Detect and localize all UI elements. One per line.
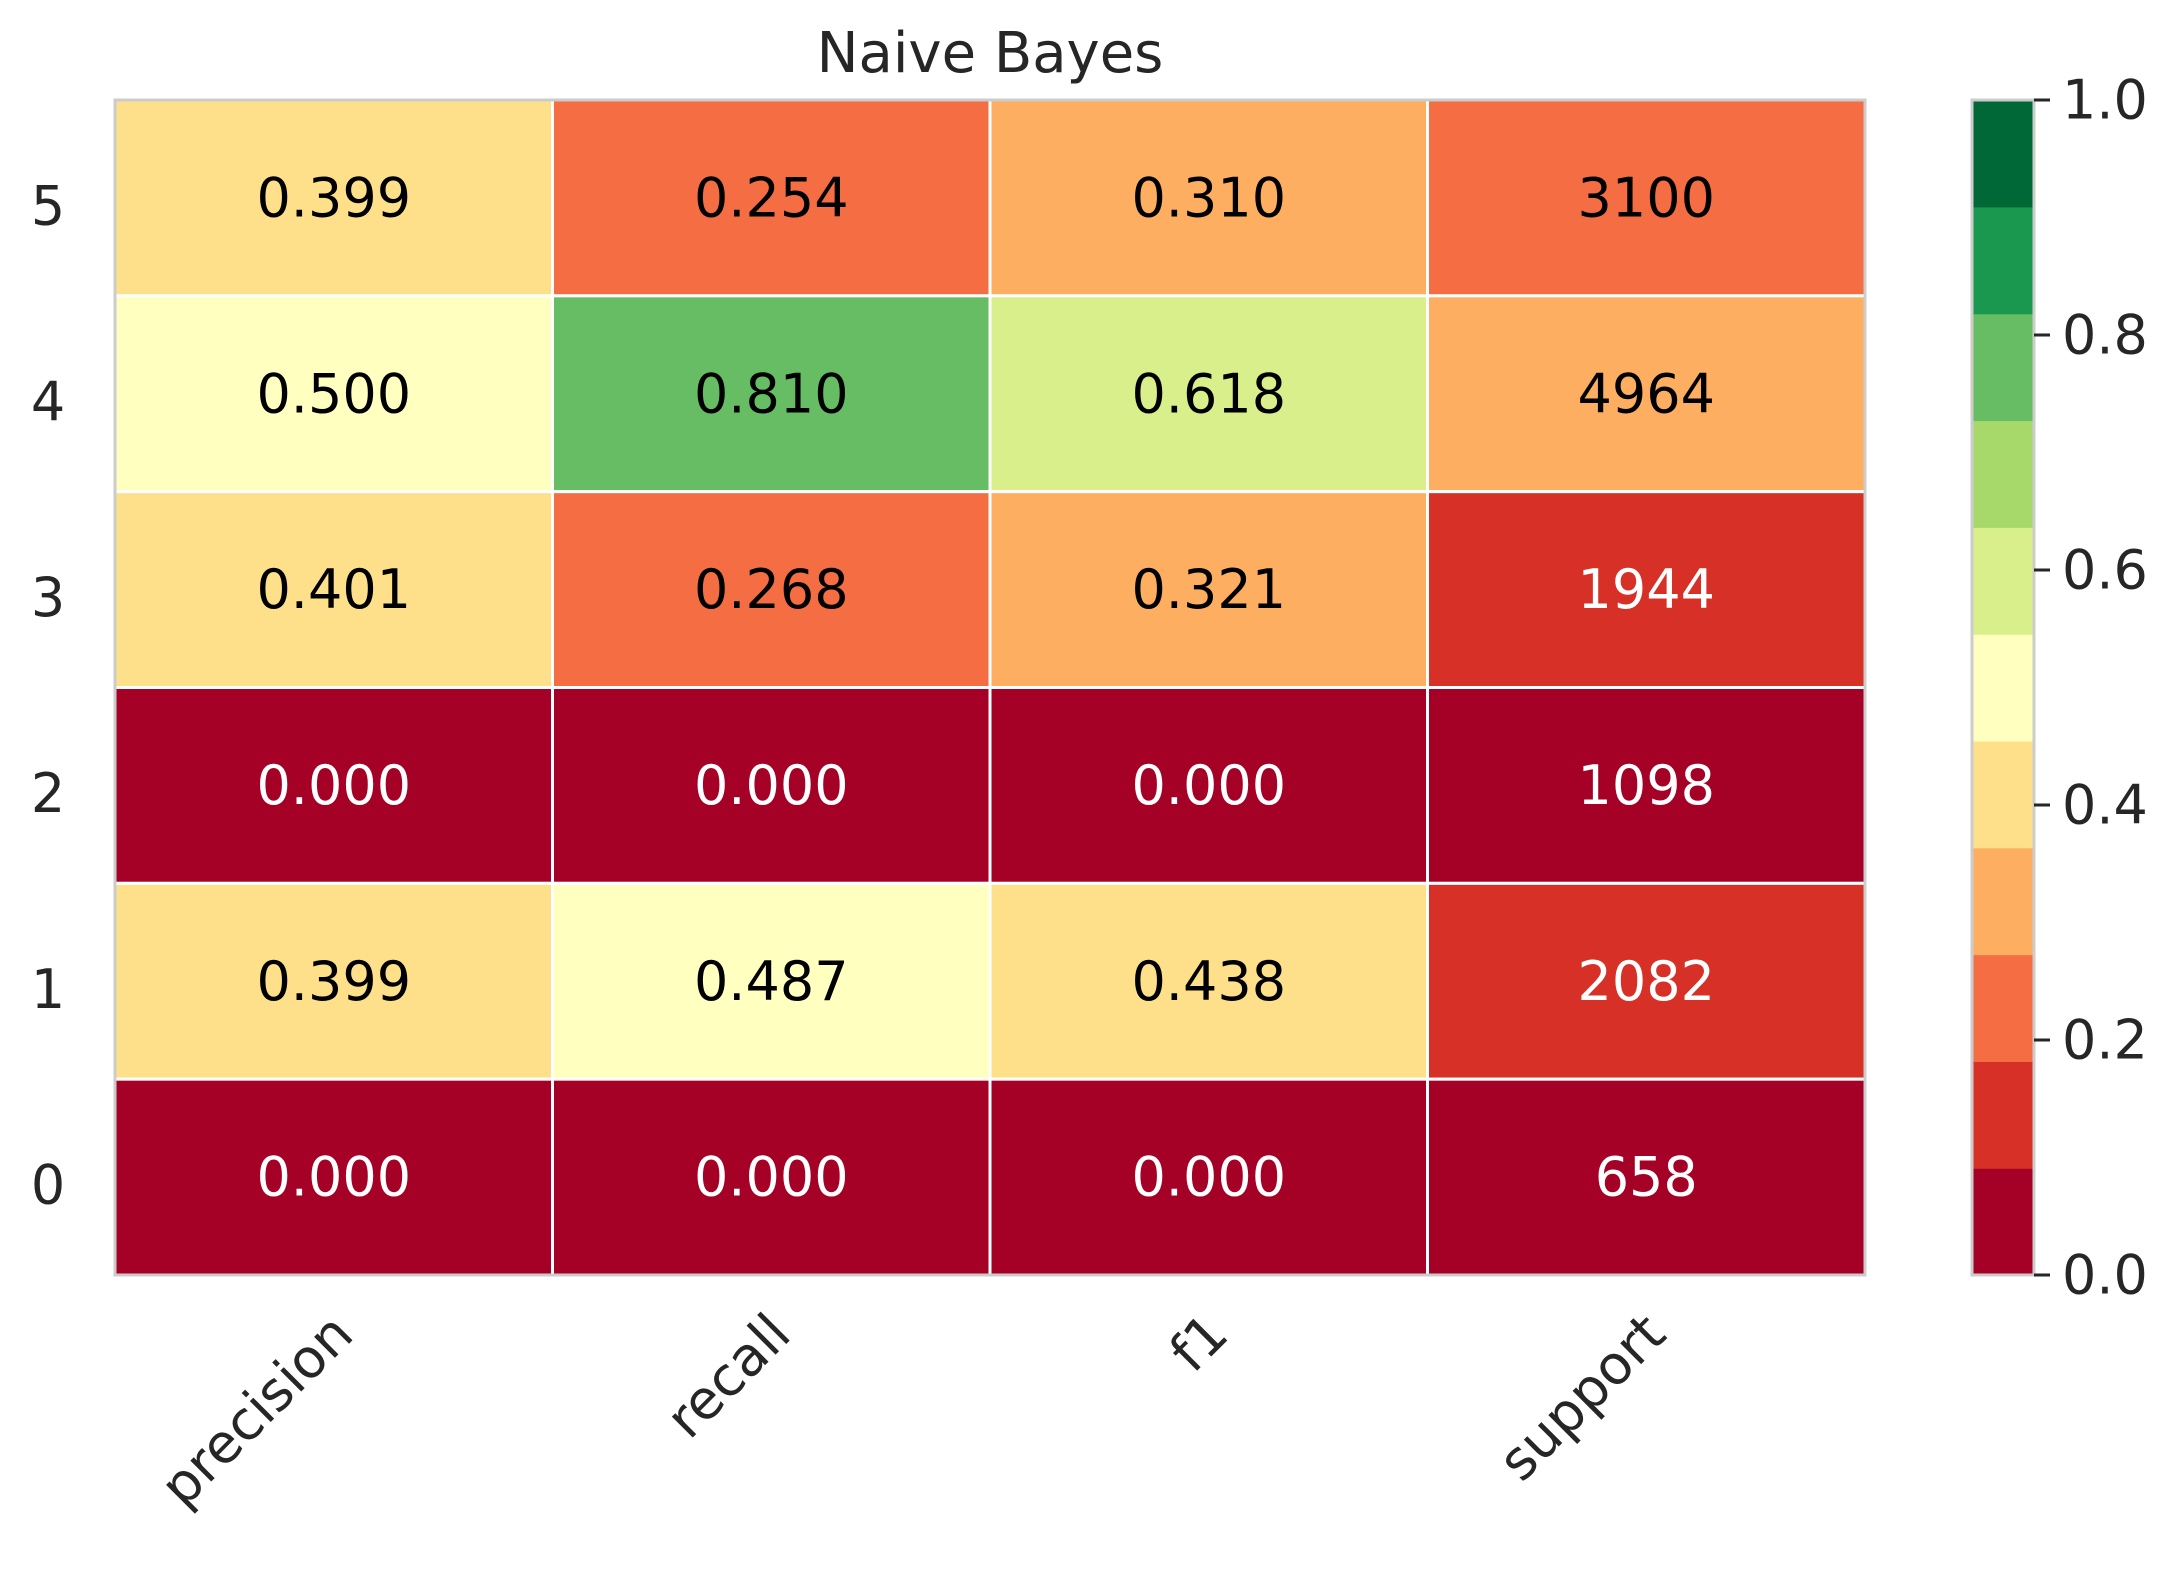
cell-value-label: 0.000 [256,754,411,817]
cell-value-label: 0.810 [694,362,849,425]
heatmap-cell [1426,98,1867,298]
cell-value-label: 0.000 [694,754,849,817]
heatmap-cells: 0.399 0.254 0.310 3100 0.500 0.810 0.618 4964 0.… [113,98,1867,1277]
cell-value-label: 0.500 [256,362,411,425]
colorbar-frame [1970,98,2036,1277]
cell-value-label: 0.000 [694,1146,849,1209]
cell-value-label: 0.310 [1131,166,1286,229]
x-tick-labels: precision recall f1 support [148,1302,1677,1519]
x-tick-label: f1 [1158,1302,1240,1384]
colorbar-segment [1972,847,2034,956]
colorbar-segment [1972,420,2034,528]
heatmap-cell [988,1077,1429,1277]
cell-value-label: 0.000 [1131,754,1286,817]
plot-frame [113,98,1867,1277]
cell-value-label: 1098 [1578,754,1715,817]
x-tick-label: precision [148,1302,365,1519]
heatmap-cell [988,881,1429,1081]
colorbar-tick-label: 1.0 [2062,69,2148,132]
heatmap-cell [1426,294,1867,494]
heatmap-cell [113,98,554,298]
heatmap-cell [113,1077,554,1277]
heatmap-cell [988,686,1429,885]
colorbar-segment [1972,634,2034,742]
colorbar-segment [1972,527,2034,635]
heatmap-cell [551,686,992,885]
colorbar-tick-label: 0.0 [2062,1244,2148,1307]
chart-title: Naive Bayes [817,21,1164,86]
heatmap-cell [551,490,992,689]
x-tick-label: recall [654,1302,803,1451]
heatmap-cell [113,881,554,1081]
colorbar-segment [1972,1168,2034,1276]
colorbar-segment [1972,100,2034,208]
colorbar-segment [1972,740,2034,849]
colorbar-segment [1972,1061,2034,1169]
colorbar-tick-label: 0.6 [2062,539,2148,602]
cell-value-label: 0.268 [694,558,849,621]
cell-value-label: 0.399 [256,166,411,229]
cell-value-label: 2082 [1578,950,1715,1013]
cell-value-label: 0.399 [256,950,411,1013]
cell-value-label: 0.254 [694,166,849,229]
colorbar-segment [1972,206,2034,315]
cell-value-label: 0.487 [694,950,849,1013]
heatmap-cell [551,1077,992,1277]
heatmap-cell [1426,490,1867,689]
cell-value-label: 0.000 [1131,1146,1286,1209]
y-tick-label: 5 [31,174,65,237]
y-tick-label: 1 [31,958,65,1021]
colorbar: 0.0 0.2 0.4 0.6 0.8 1.0 [1970,69,2148,1307]
heatmap-cell [1426,881,1867,1081]
colorbar-tick-label: 0.8 [2062,304,2148,367]
cell-value-label: 3100 [1578,166,1715,229]
heatmap-cell [1426,686,1867,885]
y-tick-label: 3 [31,566,65,629]
heatmap-cell [551,294,992,494]
heatmap-cell [551,98,992,298]
cell-value-label: 0.000 [256,1146,411,1209]
colorbar-segment [1972,954,2034,1062]
heatmap-cell [113,294,554,494]
x-tick-label: support [1486,1302,1677,1493]
cell-value-label: 1944 [1578,558,1715,621]
colorbar-segment [1972,313,2034,422]
y-tick-label: 4 [31,370,65,433]
cell-value-label: 4964 [1578,362,1715,425]
cell-value-label: 0.321 [1131,558,1286,621]
cell-value-label: 0.618 [1131,362,1286,425]
y-tick-label: 0 [31,1154,65,1217]
cell-value-label: 0.438 [1131,950,1286,1013]
heatmap-cell [113,686,554,885]
colorbar-tick-label: 0.4 [2062,774,2148,837]
heatmap-cell [551,881,992,1081]
y-tick-label: 2 [31,762,65,825]
y-tick-labels: 5 4 3 2 1 0 [31,174,65,1216]
colorbar-tick-label: 0.2 [2062,1009,2148,1072]
cell-value-label: 0.401 [256,558,411,621]
cell-value-label: 658 [1595,1146,1698,1209]
